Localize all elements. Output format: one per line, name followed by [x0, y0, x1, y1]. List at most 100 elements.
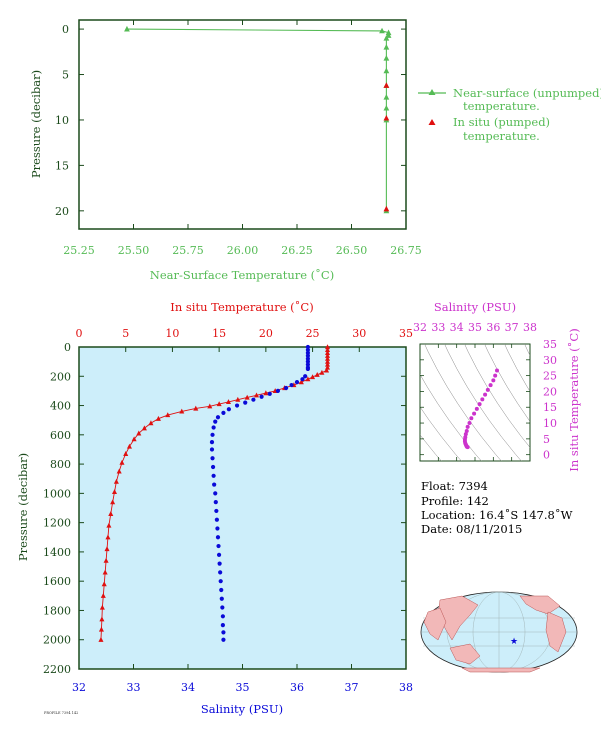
profile-marks — [98, 344, 331, 642]
temperature-point — [100, 593, 106, 598]
x-tick-label: 26.50 — [336, 244, 368, 257]
salinity-point — [300, 377, 305, 382]
temperature-point — [253, 392, 260, 398]
density-contour — [420, 373, 482, 461]
salinity-point — [259, 394, 264, 399]
ts-ticks: 32 33 34 35 36 37 38 0 5 10 15 20 25 30 35 — [413, 321, 557, 462]
salinity-point — [220, 622, 225, 628]
unpumped-point — [383, 94, 390, 100]
y-tick-label: 1600 — [43, 575, 71, 588]
temperature-point — [165, 412, 171, 418]
map-float-marker: ★ — [510, 637, 518, 647]
salinity-point — [215, 535, 221, 540]
y-tick-label: 2000 — [43, 634, 71, 647]
ts-point — [488, 383, 493, 388]
unpumped-point — [379, 27, 385, 34]
temperature-point — [116, 468, 122, 474]
ts-y-tick-label: 5 — [543, 433, 550, 446]
near-surface-legend: Near-surface (unpumped) temperature. In … — [418, 86, 601, 143]
temperature-point — [179, 408, 185, 414]
profile-ticks: 0 5 10 15 20 25 30 35 32 33 34 35 36 37 38 0 200 400 600 80… — [43, 327, 413, 694]
temperature-point — [110, 499, 116, 505]
temperature-point — [305, 376, 311, 382]
salinity-point — [284, 385, 289, 391]
temperature-point — [106, 522, 112, 528]
temperature-point — [325, 347, 331, 353]
ts-y-tick-label: 35 — [543, 338, 557, 351]
x-tick-label: 26.00 — [227, 244, 259, 257]
x-tick-label: 25.50 — [118, 244, 150, 257]
near-surface-ticks: 25.25 25.50 25.75 26.00 26.25 26.50 26.75 0 5 10 1… — [55, 20, 422, 257]
ts-point — [485, 387, 490, 392]
salinity-point — [221, 637, 226, 642]
ts-point — [465, 424, 470, 429]
density-contour — [444, 344, 522, 461]
ts-x-tick-label: 35 — [468, 321, 482, 334]
ts-y-tick-label: 25 — [543, 370, 557, 383]
info-location: Location: 16.4˚S 147.8˚W — [421, 508, 573, 522]
temperature-point — [263, 390, 269, 396]
ts-x-tick-label: 38 — [523, 321, 537, 334]
ts-x-tick-label: 33 — [431, 321, 445, 334]
ts-point — [495, 368, 499, 373]
density-contour — [524, 344, 530, 357]
density-contour — [424, 344, 502, 461]
ts-point — [491, 378, 496, 383]
ts-point — [477, 402, 482, 407]
salinity-point — [213, 491, 218, 496]
footer-text: PROFILE 7394 142 — [44, 711, 78, 715]
legend-marker-unpumped — [428, 89, 436, 95]
ts-marks — [462, 368, 499, 450]
temperature-point — [98, 626, 104, 632]
sal-tick-label: 36 — [290, 681, 304, 694]
profile-plot-area — [78, 346, 407, 670]
temp-tick-label: 10 — [165, 327, 179, 340]
float-info: Float: 7394 Profile: 142 Location: 16.4˚… — [421, 479, 573, 536]
salinity-point — [305, 347, 310, 353]
salinity-point — [210, 432, 215, 437]
ts-point — [465, 445, 470, 450]
temp-tick-label: 25 — [306, 327, 320, 340]
unpumped-point — [383, 44, 390, 50]
profile-panel: 0 5 10 15 20 25 30 35 32 33 34 35 36 37 38 0 200 400 600 80… — [16, 300, 413, 716]
ts-y-tick-label: 10 — [543, 417, 557, 430]
x-tick-label: 25.75 — [172, 244, 204, 257]
temperature-point — [325, 344, 331, 350]
temperature-point — [105, 534, 111, 540]
salinity-point — [213, 419, 218, 424]
salinity-point — [251, 397, 256, 402]
salinity-point — [219, 587, 224, 593]
salinity-point — [216, 552, 222, 557]
salinity-point — [211, 425, 216, 430]
temperature-point — [108, 511, 114, 516]
legend-label-unpumped-2: temperature. — [463, 99, 540, 113]
legend-label-pumped-1: In situ (pumped) — [453, 115, 550, 129]
salinity-point — [305, 356, 310, 361]
ts-point — [493, 373, 498, 378]
temperature-point — [325, 361, 331, 367]
temperature-point — [325, 350, 331, 355]
temperature-point — [310, 374, 316, 380]
temp-tick-label: 30 — [352, 327, 366, 340]
salinity-point — [218, 579, 223, 584]
x-tick-label: 25.25 — [63, 244, 95, 257]
ts-ylabel: In situ Temperature (˚C) — [567, 328, 581, 471]
near-surface-plot-frame — [78, 19, 407, 230]
salinity-point — [221, 630, 226, 635]
ts-contour-group — [420, 344, 530, 461]
ts-xlabel: Salinity (PSU) — [434, 300, 516, 314]
near-surface-marks — [124, 25, 392, 214]
temperature-point — [131, 436, 137, 442]
y-tick-label: 400 — [50, 400, 71, 413]
salinity-point — [289, 382, 294, 388]
temperature-point — [325, 352, 331, 358]
temperature-point — [193, 405, 199, 411]
y-tick-label: 5 — [62, 69, 69, 82]
temperature-point — [126, 443, 132, 449]
sal-tick-label: 33 — [127, 681, 141, 694]
unpumped-point — [383, 67, 390, 74]
legend-label-pumped-2: temperature. — [463, 129, 540, 143]
salinity-point — [217, 561, 222, 566]
temperature-point — [123, 451, 129, 456]
